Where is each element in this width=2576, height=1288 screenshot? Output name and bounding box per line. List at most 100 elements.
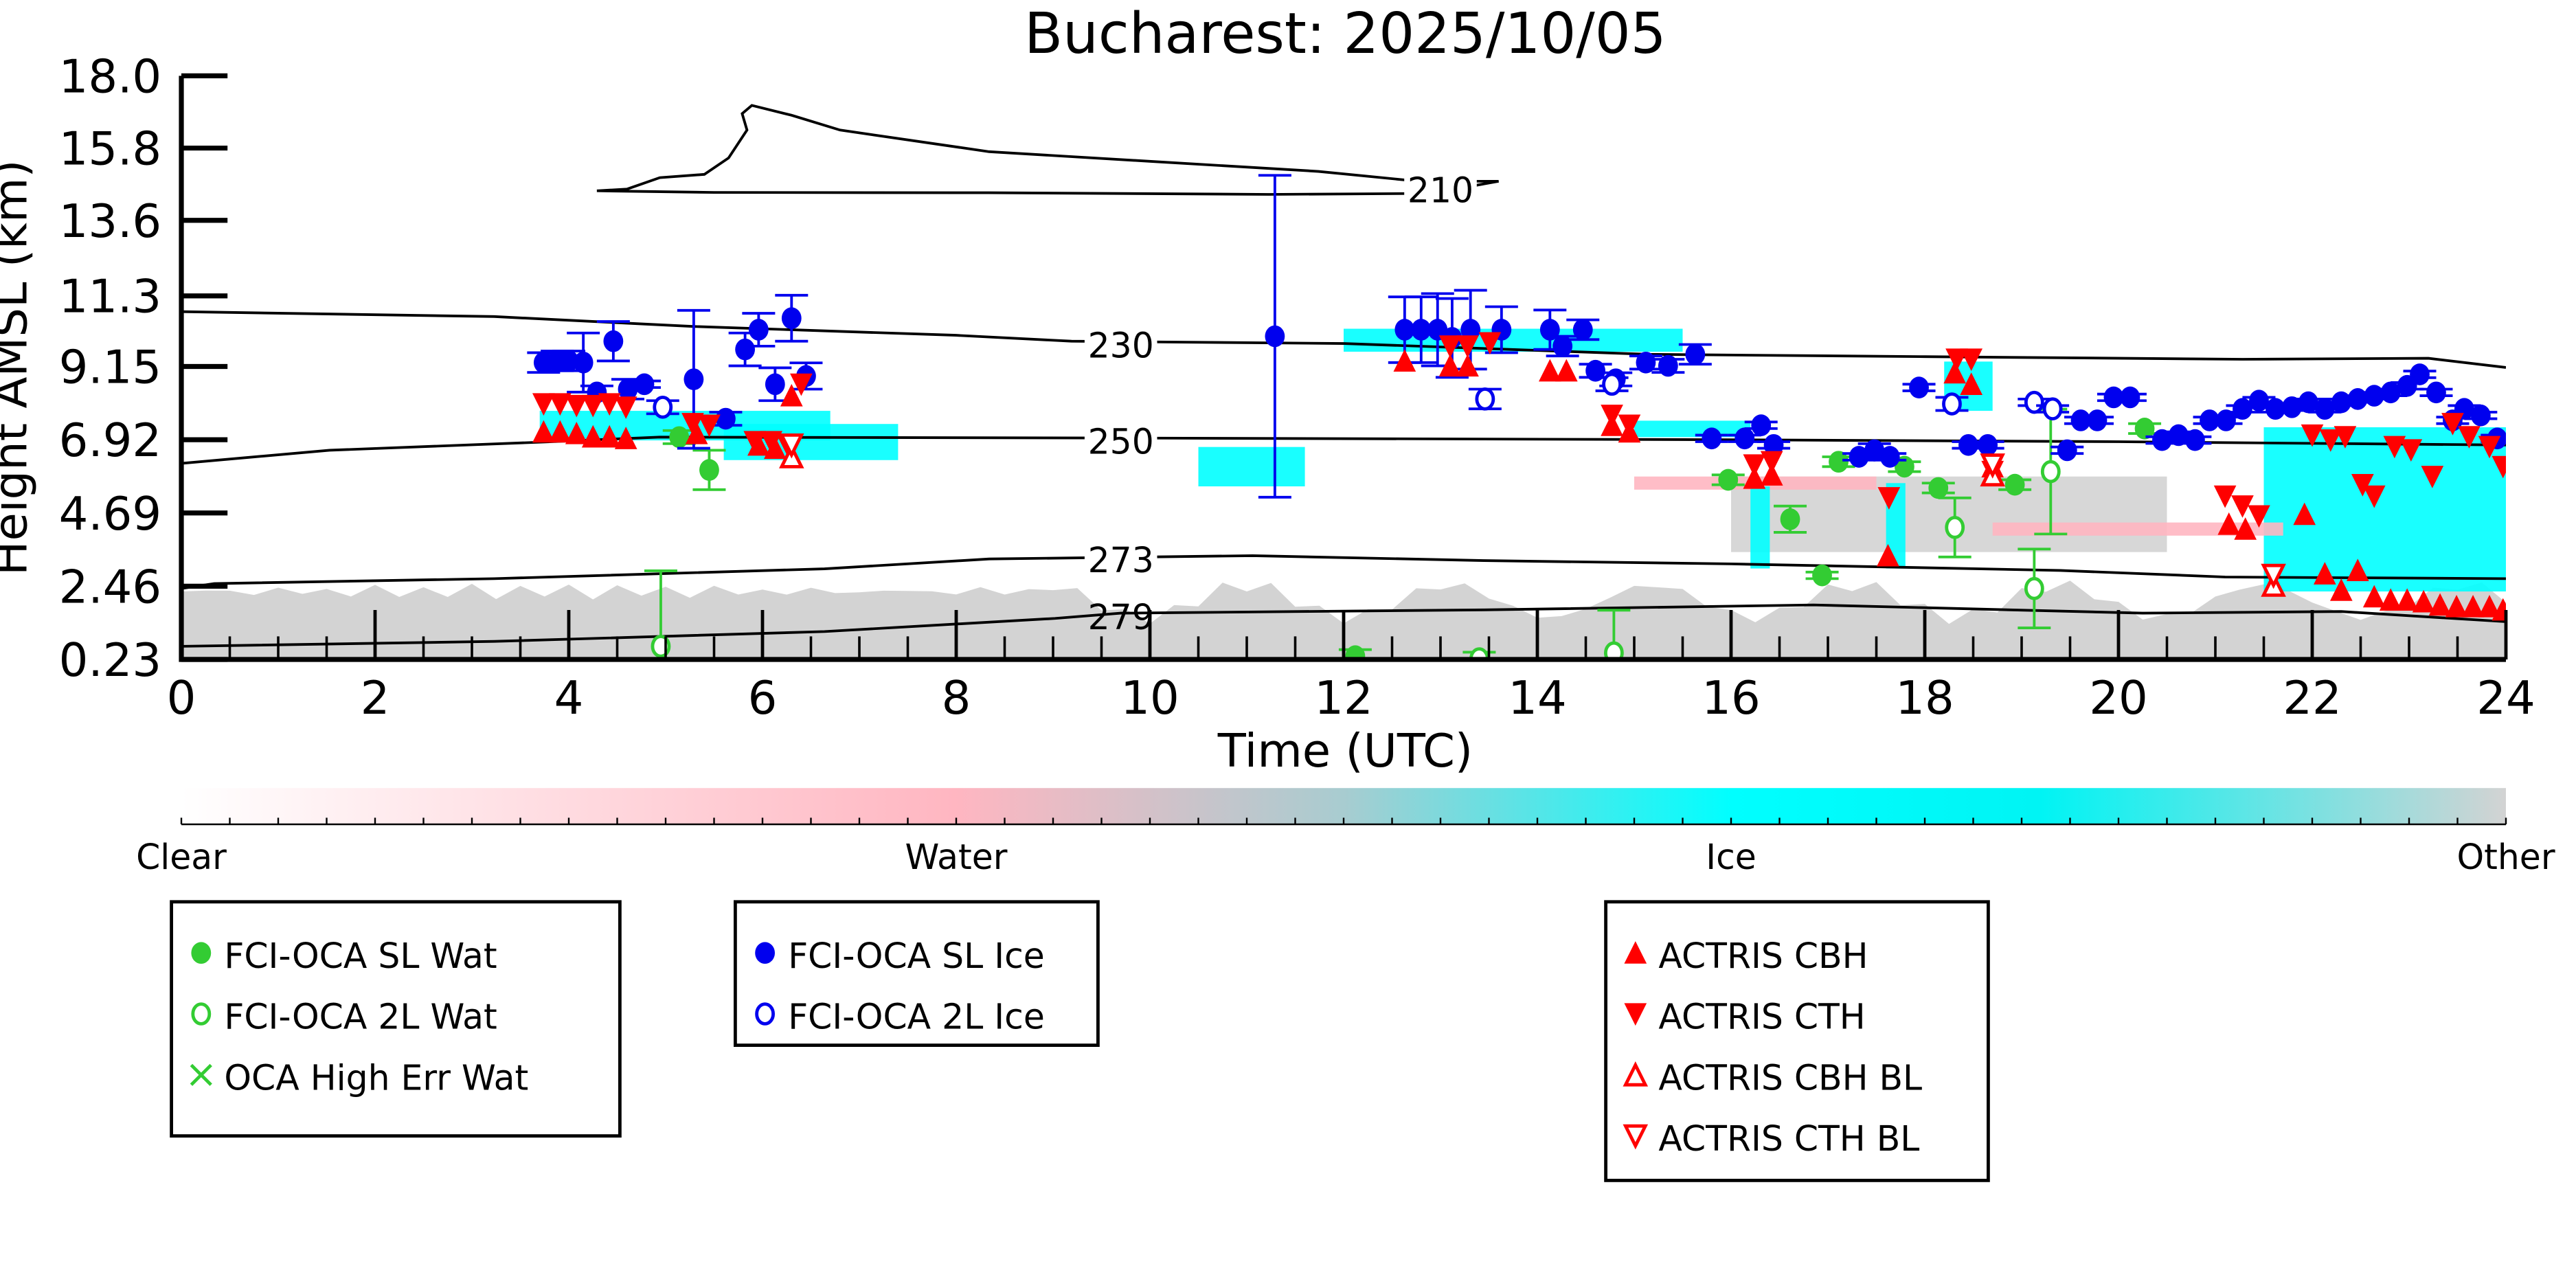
legend-entry: FCI-OCA 2L Wat [224,997,497,1037]
data-point [781,307,802,330]
data-point [1780,508,1800,530]
data-point [191,1002,212,1026]
data-point [191,942,212,964]
data-point [598,425,621,448]
data-point [1345,645,1366,659]
series-actris-cth-bl [779,433,2286,589]
data-point [2445,594,2468,618]
data-point [1877,543,1899,567]
data-point [765,373,785,396]
data-point [2334,426,2357,449]
data-point [1829,451,1849,473]
data-point [2281,396,2302,418]
x-tick-label: 22 [2283,671,2342,725]
data-point [618,378,638,400]
data-point [1393,349,1416,372]
data-point [2213,485,2237,508]
temperature-contour-210 [596,104,1499,196]
legend-entry: ACTRIS CTH [1658,997,1865,1037]
data-point [2024,576,2044,600]
legend-entry: FCI-OCA SL Wat [224,936,497,976]
data-point [2134,418,2155,440]
data-point [2395,588,2419,611]
contour-label: 210 [1408,170,1473,211]
cloud-mask-patch [1198,447,1305,487]
data-point [716,407,736,430]
data-point [2458,426,2481,449]
temperature-contour-250 [181,436,2506,465]
data-point [1864,439,1885,462]
data-point [1623,1061,1649,1087]
data-point [2248,505,2270,528]
data-point [2383,436,2406,459]
legends: FCI-OCA SL Wat FCI-OCA 2L Wat OCA High Err… [170,900,1990,1182]
data-point [2234,517,2257,540]
temperature-contour-273 [181,554,2506,590]
data-point [2103,386,2124,409]
data-point [1601,405,1623,427]
data-point [2057,439,2077,462]
x-tick-label: 12 [1314,671,1373,725]
data-point [603,330,624,352]
data-point [1603,641,1624,659]
data-point [1718,468,1739,491]
data-point [2492,455,2506,479]
x-tick-label: 2 [361,671,390,725]
data-point [548,393,572,416]
data-point [1427,319,1448,341]
data-point [1760,451,1783,474]
data-point [1438,335,1462,358]
colorbar-label: Other [2456,837,2555,877]
series-fci-oca-2l-ice [646,372,2070,421]
data-point [1460,319,1481,341]
data-point [1624,941,1647,964]
data-point [2313,562,2336,585]
data-point [1702,427,1722,450]
data-point [2329,578,2353,601]
data-point [2261,563,2286,589]
data-point [1475,387,1495,411]
data-point [2362,485,2386,508]
data-point [1943,361,1967,384]
y-tick-label: 13.6 [59,194,162,248]
data-point [681,413,704,436]
data-point [2216,409,2236,431]
data-point [614,396,637,419]
data-point [1618,414,1641,438]
x-tick-label: 8 [942,671,971,725]
data-point [1394,319,1415,341]
data-point [2470,404,2491,427]
data-point [1456,354,1479,377]
data-point [598,393,621,416]
data-point [735,338,756,361]
data-point [1658,354,1678,377]
data-point [1411,319,1432,341]
legend-entry: FCI-OCA SL Ice [788,936,1045,976]
data-point [1942,392,1962,416]
legend-entry: ACTRIS CTH BL [1658,1118,1919,1159]
data-point [2380,381,2401,404]
data-point [558,350,579,372]
data-point [1623,1124,1649,1150]
data-point [581,425,605,448]
data-point [614,427,637,449]
data-point [2152,429,2172,451]
y-tick-label: 18.0 [59,49,162,103]
cloud-mask-patch [1634,420,1751,438]
data-point [1763,433,1784,456]
x-tick-label: 20 [2089,671,2148,725]
x-tick-label: 18 [1895,671,1954,725]
data-point [1980,453,2005,479]
cloud-mask-patch [2263,427,2506,592]
legend-frame [1604,900,1990,1182]
x-tick-label: 0 [167,671,196,725]
data-point [2301,424,2324,447]
data-point [532,420,555,443]
data-point [699,459,719,481]
cloud-mask-patch [1750,486,1770,569]
data-point [2441,413,2464,436]
y-tick-label: 4.69 [59,487,162,541]
data-point [698,414,721,438]
